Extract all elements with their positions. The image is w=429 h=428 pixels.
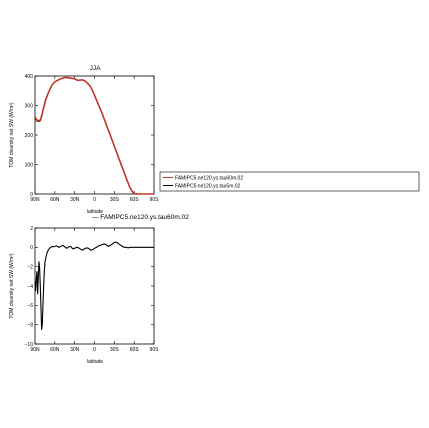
bottom-y-tick-label: −4 xyxy=(27,284,33,290)
top-series-line-0 xyxy=(34,76,154,195)
top-x-tick-label: 0 xyxy=(93,197,96,203)
bottom-axes: 90N 60N 30N 0 30S 60S 90S −10 −8 −6 −4 −2 0 2 xyxy=(25,226,160,353)
top-x-axis-label: latitude xyxy=(87,209,103,215)
bottom-chart-title: — FAMIPC5.ne120.ys.tau60m.02 xyxy=(92,214,189,221)
bottom-x-tick-label: 0 xyxy=(93,347,96,353)
top-axes: 90N 60N 30N 0 30S 60S 90S 0 100 200 300 400 xyxy=(25,74,159,203)
top-y-axis-label: TOM clearsky net SW (W/m²) xyxy=(9,102,15,168)
bottom-y-tick-label: 0 xyxy=(30,245,33,251)
bottom-y-tick-label: 2 xyxy=(30,226,33,232)
top-y-tick-label: 100 xyxy=(25,162,34,168)
bottom-y-axis-label: TOM clearsky net SW (W/m²) xyxy=(9,253,15,319)
legend-entry-tau60m: FAMIPC5.ne120.ys.tau60m.02 xyxy=(175,176,243,182)
top-y-tick-label: 0 xyxy=(30,192,33,198)
legend-box xyxy=(159,171,420,192)
top-chart-title: JJA xyxy=(90,65,102,72)
top-x-tick-label: 90N xyxy=(30,197,40,203)
bottom-plot-frame xyxy=(34,227,155,345)
bottom-x-tick-label: 60N xyxy=(50,347,60,353)
top-y-tick-label: 400 xyxy=(25,74,34,80)
top-y-tick-label: 300 xyxy=(25,103,34,109)
bottom-x-tick-label: 30N xyxy=(70,347,80,353)
top-y-tick-label: 200 xyxy=(25,133,34,139)
bottom-y-tick-label: −6 xyxy=(27,303,33,309)
legend: FAMIPC5.ne120.ys.tau60m.02 FAMIPC5.ne120… xyxy=(159,171,420,192)
bottom-chart: — FAMIPC5.ne120.ys.tau60m.02 90N 60N 30N 0 3… xyxy=(9,214,189,365)
bottom-y-tick-label: −8 xyxy=(27,322,33,328)
top-x-tick-label: 60S xyxy=(130,197,140,203)
top-x-tick-label: 60N xyxy=(50,197,60,203)
bottom-y-tick-label: −10 xyxy=(25,342,34,348)
bottom-series-group xyxy=(34,241,154,331)
bottom-x-tick-label: 90S xyxy=(150,347,160,353)
top-x-tick-label: 30N xyxy=(70,197,80,203)
legend-entry-tau5m: FAMIPC5.ne120.ys.tau5m.02 xyxy=(175,184,241,190)
bottom-x-tick-label: 30S xyxy=(110,347,120,353)
bottom-x-axis-label: latitude xyxy=(87,359,103,365)
top-x-tick-label: 90S xyxy=(150,197,160,203)
bottom-y-tick-label: −2 xyxy=(27,264,33,270)
top-series-group xyxy=(34,76,154,195)
bottom-x-tick-label: 60S xyxy=(130,347,140,353)
bottom-series-line-0 xyxy=(34,241,154,331)
top-x-tick-label: 30S xyxy=(110,197,120,203)
top-chart: JJA 90N 60N 30N 0 30S 60S 90S 0 100 200 300 400 lat… xyxy=(9,65,159,215)
bottom-x-tick-label: 90N xyxy=(30,347,40,353)
